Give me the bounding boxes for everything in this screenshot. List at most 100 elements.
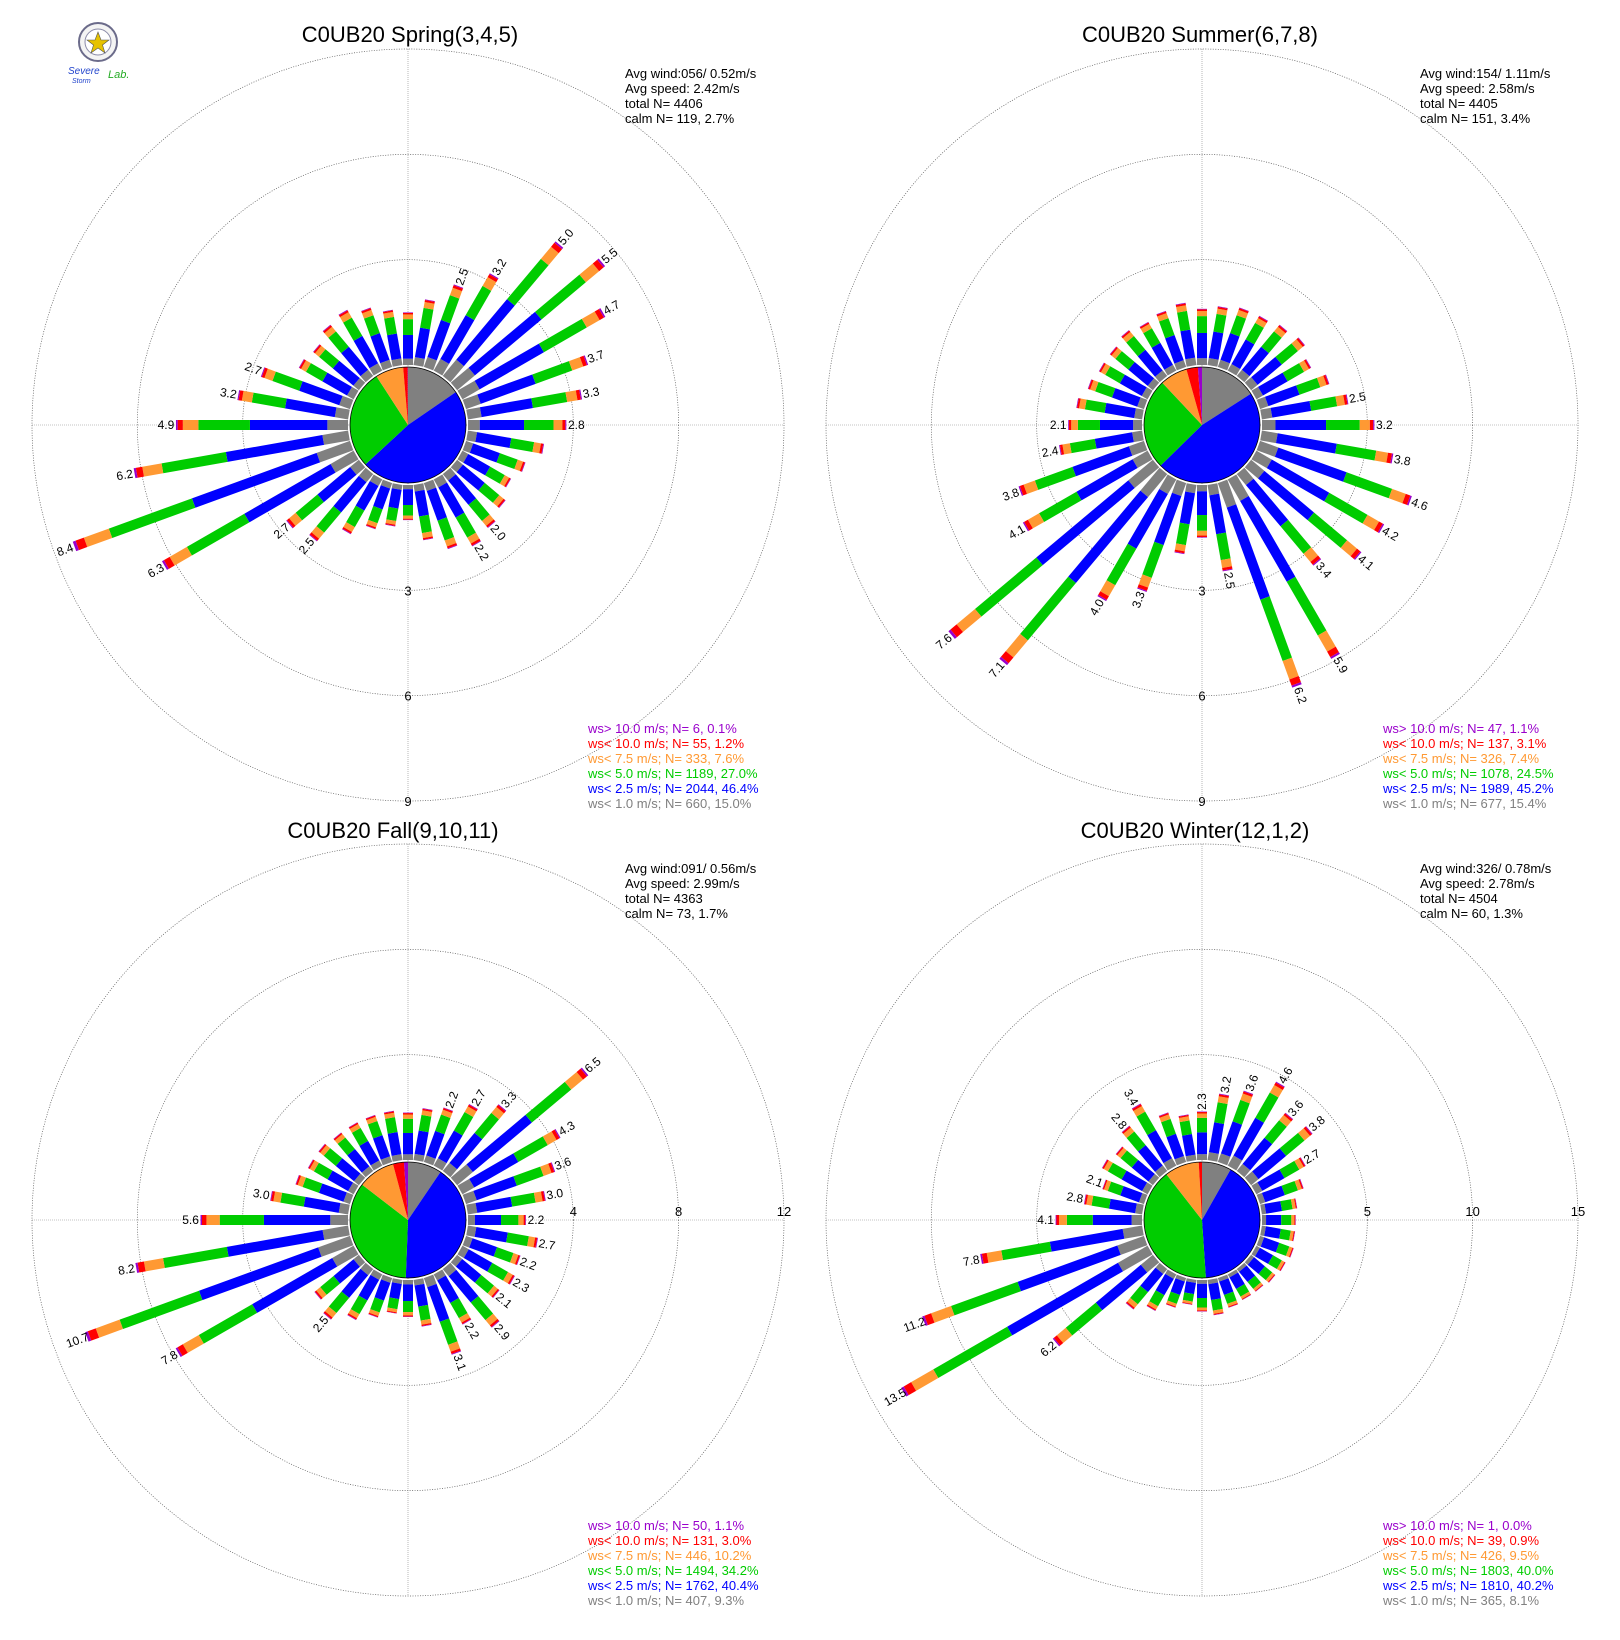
petal-segment [1097,594,1107,602]
petal-segment [370,1297,384,1313]
petal-segment [87,1328,100,1341]
petal-segment [75,537,88,551]
petal-segment [330,450,359,473]
rose-plot: 3692.53.23.84.64.24.13.45.96.22.53.34.07… [825,48,1579,809]
petal-segment [1185,357,1197,367]
petal-segment [347,1314,357,1321]
petal-segment [1056,1215,1060,1225]
petal-segment [191,452,321,508]
stat-total: total N= 4504 [1420,891,1498,906]
petal-segment [348,1122,359,1129]
petal-segment [462,440,474,453]
legend-item: ws< 7.5 m/s; N= 446, 10.2% [587,1548,752,1563]
petal-segment [260,367,266,378]
petal-segment [119,1290,203,1330]
petal-segment [261,367,268,379]
petal-segment [1055,1215,1057,1225]
petal-segment [487,521,496,528]
petal-label: 4.6 [1409,495,1430,514]
petal-segment [386,1307,398,1313]
petal-segment [911,1369,939,1391]
petal-segment [450,367,475,391]
ring [242,259,574,591]
petal-segment [384,1112,395,1119]
petal-segment [1236,467,1254,486]
petal-segment [532,361,573,384]
petal-segment [368,1312,379,1318]
petal-segment [1244,1171,1259,1186]
petal-segment [450,1254,463,1267]
petal-segment [456,464,485,491]
petal-segment [450,459,463,473]
petal-segment [299,381,343,406]
petal-segment [1258,316,1268,323]
petal-segment [427,1283,450,1322]
petal-segment [507,258,549,306]
petal-segment [403,1113,413,1115]
petal-segment [482,514,494,526]
petal-segment [1386,452,1393,464]
petal-segment [1020,576,1076,641]
petal-segment [453,284,464,289]
petal-segment [469,443,500,463]
petal-segment [1068,420,1070,430]
petal-segment [496,1104,506,1114]
petal-segment [386,1311,397,1314]
petal-segment [1197,1154,1207,1160]
petal-segment [1267,1274,1276,1283]
petal-segment [413,483,425,492]
petal-segment [1019,484,1027,496]
petal-segment [575,389,581,401]
petal-segment [1000,651,1014,664]
petal-segment [1257,1169,1285,1191]
petal-segment [334,1134,346,1144]
petal-segment [901,1386,909,1397]
petal-segment [198,420,250,430]
petal-segment [461,1317,472,1325]
petal-segment [1062,443,1072,455]
petal-segment [475,1196,513,1213]
petal-segment [403,319,413,335]
petal-segment [1265,1272,1275,1282]
petal-segment [1174,549,1185,554]
petal-segment [980,1253,984,1264]
petal-segment [1217,1274,1229,1282]
legend-item: ws< 1.0 m/s; N= 407, 9.3% [587,1593,745,1608]
petal-segment [540,1191,545,1202]
petal-segment [338,310,349,318]
ring-label: 6 [1198,689,1205,704]
petal-segment [542,1131,557,1146]
petal-segment [1305,1126,1313,1135]
petal-segment [324,326,336,338]
ring-label: 8 [675,1204,682,1219]
petal-segment [1233,1117,1264,1161]
petal-segment [1325,374,1330,385]
petal-segment [414,327,430,359]
petal-segment [1115,1146,1123,1155]
petal-segment [314,1290,323,1300]
petal-segment [319,349,340,369]
petal-segment [467,1104,478,1112]
petal-segment [237,390,241,401]
petal-segment [457,450,469,463]
petal-segment [1100,363,1111,375]
petal-segment [1076,398,1079,409]
petal-segment [492,1289,500,1298]
petal-segment [1138,1192,1148,1205]
petal-segment [1207,1278,1219,1285]
petal-segment [457,1245,469,1258]
petal-segment [343,317,363,341]
petal-segment [383,311,395,319]
petal-segment [1099,362,1106,373]
petal-segment [403,312,413,313]
petal-segment [1158,1112,1169,1118]
petal-segment [1131,1215,1142,1225]
stat-avg-wind: Avg wind:326/ 0.78m/s [1420,861,1552,876]
petal-segment [1255,317,1267,328]
petal-segment [1254,1247,1274,1264]
petal-segment [1182,1292,1195,1302]
petal-segment [1182,1302,1193,1305]
petal-segment [332,1245,359,1267]
petal-segment [442,1108,453,1114]
petal-segment [361,307,371,312]
